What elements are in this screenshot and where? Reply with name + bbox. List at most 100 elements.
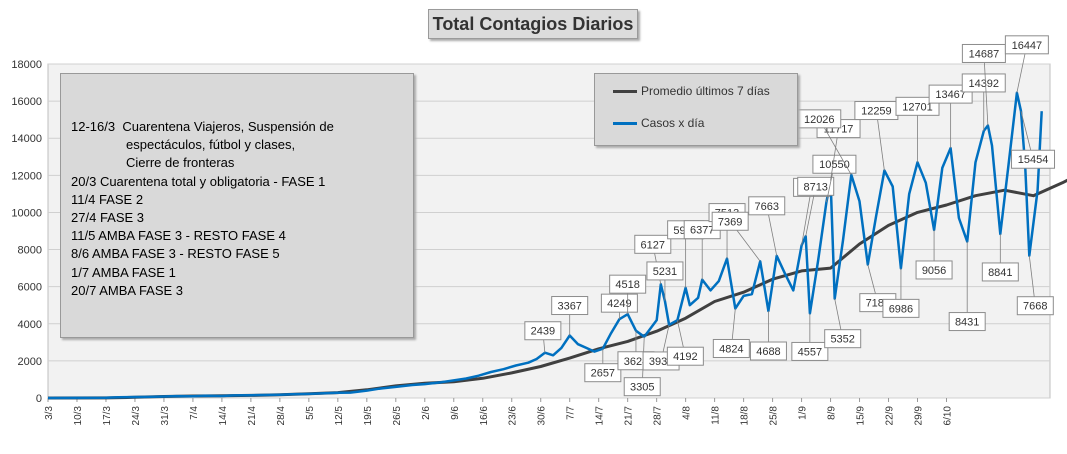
y-tick-label: 14000	[11, 133, 42, 145]
x-tick-label: 2/6	[421, 406, 432, 420]
note-line: 12-16/3 Cuarentena Viajeros, Suspensión …	[71, 118, 413, 136]
note-text: FASE 3	[99, 210, 145, 226]
x-tick-label: 19/5	[363, 406, 374, 426]
annotation-leader	[801, 187, 812, 246]
annotation-label: 3624	[624, 356, 648, 368]
note-text: AMBA FASE 3 - RESTO FASE 5	[91, 246, 280, 262]
annotation-label: 7663	[754, 201, 778, 213]
annotation-box	[524, 321, 562, 341]
note-text: FASE 2	[98, 191, 144, 207]
annotation-label: 2439	[531, 326, 555, 338]
annotation-leader	[875, 110, 885, 171]
x-tick-label: 6/10	[942, 406, 953, 426]
annotation-label: 5231	[653, 266, 677, 278]
annotation-label: 3367	[557, 301, 581, 313]
note-date: 20/3	[71, 173, 97, 189]
x-tick-label: 22/9	[885, 406, 896, 426]
annotation-label: 5352	[830, 334, 854, 346]
annotation-box	[551, 296, 589, 316]
note-text: Cierre de fronteras	[126, 155, 235, 171]
x-tick-label: 7/4	[189, 406, 200, 420]
y-tick-label: 10000	[11, 207, 42, 219]
legend-swatch-average	[613, 89, 637, 93]
note-date: 20/7	[71, 282, 97, 298]
annotation-label: 4557	[798, 346, 822, 358]
annotation-box	[797, 176, 835, 196]
annotation-label: 2657	[591, 368, 615, 380]
annotation-box	[749, 341, 787, 361]
x-tick-label: 16/6	[479, 406, 490, 426]
x-tick-label: 11/8	[711, 406, 722, 425]
annotation-label: 4518	[615, 279, 639, 291]
x-tick-label: 9/6	[450, 406, 461, 420]
annotation-label: 14687	[969, 48, 1000, 60]
x-tick-label: 29/9	[914, 406, 925, 426]
note-date: 11/5	[71, 228, 96, 244]
annotation-box	[1011, 149, 1056, 169]
annotation-box	[646, 261, 684, 281]
note-line: 1/7 AMBA FASE 1	[71, 264, 413, 282]
x-tick-label: 5/5	[305, 406, 316, 420]
annotation-box	[600, 293, 638, 313]
note-text: espectáculos, fútbol y clases,	[126, 137, 296, 153]
annotation-box	[791, 341, 829, 361]
y-tick-label: 12000	[11, 170, 42, 182]
y-tick-label: 18000	[11, 59, 42, 71]
x-tick-label: 1/9	[798, 406, 809, 420]
annotation-label: 12701	[902, 101, 933, 113]
y-tick-label: 6000	[18, 282, 42, 294]
annotation-box	[981, 262, 1019, 282]
x-tick-label: 3/3	[44, 406, 55, 420]
annotation-label: 8713	[803, 181, 827, 193]
note-text: AMBA FASE 1	[91, 264, 176, 280]
annotation-box	[711, 211, 749, 231]
annotation-label: 4192	[673, 351, 697, 363]
annotation-box	[1016, 296, 1054, 316]
annotation-box	[948, 312, 986, 332]
legend-label-average: Promedio últimos 7 días	[641, 84, 770, 98]
legend-item-daily: Casos x día	[613, 115, 704, 131]
x-tick-label: 25/8	[769, 406, 780, 426]
x-tick-label: 26/5	[392, 406, 403, 426]
note-date: 11/4	[71, 191, 96, 207]
series-daily-line	[47, 91, 1043, 400]
annotation-box	[882, 298, 920, 318]
note-line: espectáculos, fútbol y clases,	[71, 136, 413, 154]
annotation-label: 9056	[922, 265, 946, 277]
note-line: 11/5 AMBA FASE 3 - RESTO FASE 4	[71, 227, 413, 245]
x-tick-label: 14/7	[595, 406, 606, 426]
x-tick-label: 18/8	[740, 406, 751, 426]
x-tick-label: 14/4	[218, 406, 229, 426]
note-text: Cuarentena Viajeros, Suspensión de	[122, 119, 334, 134]
x-tick-label: 8/9	[827, 406, 838, 420]
annotation-box	[1004, 35, 1049, 55]
annotation-label: 6377	[690, 225, 714, 237]
y-tick-label: 0	[36, 393, 42, 405]
annotation-label: 4688	[756, 346, 780, 358]
x-tick-label: 30/6	[537, 406, 548, 426]
chart-title: Total Contagios Diarios	[428, 9, 638, 39]
note-line: 20/3 Cuarentena total y obligatoria - FA…	[71, 173, 413, 191]
note-date: 8/6	[71, 246, 90, 262]
legend: Promedio últimos 7 días Casos x día	[594, 73, 798, 146]
legend-swatch-daily	[613, 121, 637, 125]
annotation-label: 6127	[641, 239, 665, 251]
x-tick-label: 28/4	[276, 406, 287, 426]
note-line: 20/7 AMBA FASE 3	[71, 282, 413, 300]
x-tick-label: 28/7	[653, 406, 664, 426]
x-tick-label: 7/7	[566, 406, 577, 420]
annotation-box	[634, 234, 672, 254]
annotation-label: 13467	[935, 89, 966, 101]
annotation-box	[915, 260, 953, 280]
x-tick-label: 12/5	[334, 406, 345, 426]
annotation-box	[928, 84, 973, 104]
annotation-label: 12259	[861, 106, 892, 118]
annotation-label: 16447	[1012, 40, 1043, 52]
note-text: AMBA FASE 3 - RESTO FASE 4	[98, 228, 286, 244]
x-tick-label: 21/7	[624, 406, 635, 426]
annotation-box	[961, 73, 1006, 93]
x-tick-label: 23/6	[508, 406, 519, 426]
annotation-box	[666, 346, 704, 366]
x-tick-label: 10/3	[73, 406, 84, 426]
